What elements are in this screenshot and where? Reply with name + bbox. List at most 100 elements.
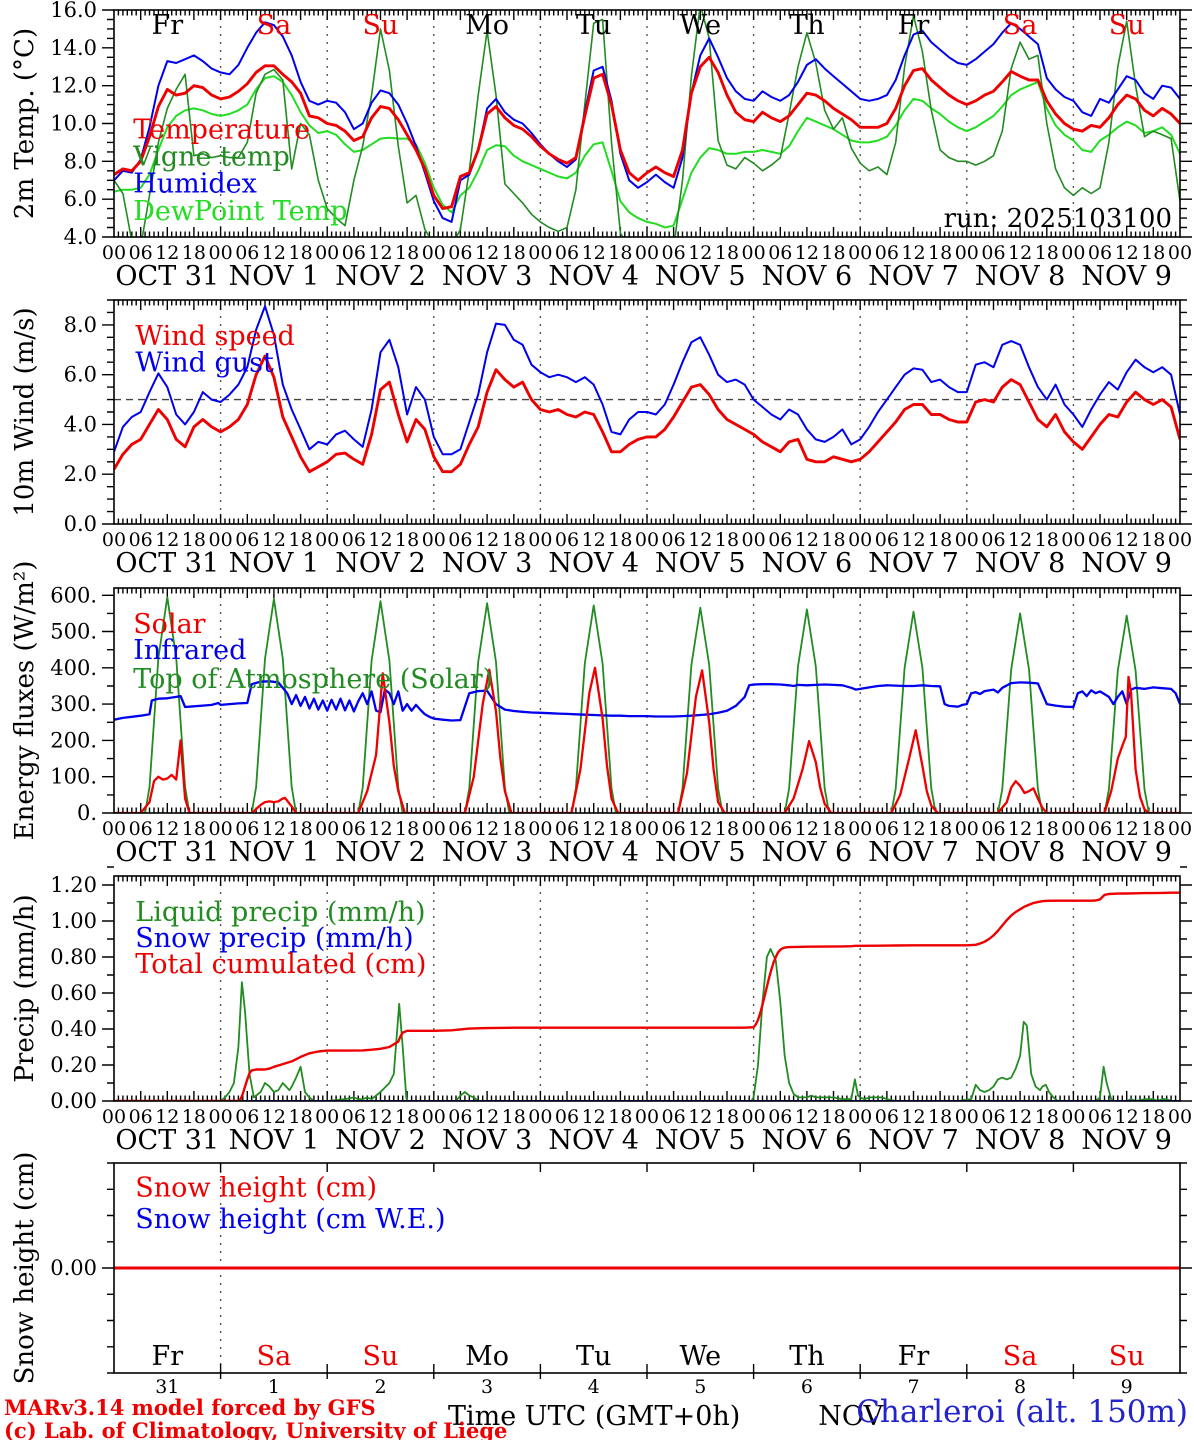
svg-text:18: 18	[395, 529, 419, 551]
svg-text:00: 00	[528, 529, 552, 551]
svg-text:NOV 5: NOV 5	[655, 548, 746, 579]
svg-text:06: 06	[981, 818, 1005, 840]
svg-text:OCT 31: OCT 31	[115, 1125, 219, 1156]
svg-text:00: 00	[1061, 818, 1085, 840]
svg-text:600.: 600.	[50, 583, 97, 607]
svg-text:12: 12	[368, 529, 392, 551]
svg-text:18: 18	[502, 529, 526, 551]
svg-text:18: 18	[1141, 242, 1165, 264]
svg-text:00: 00	[1168, 818, 1192, 840]
svg-text:Mo: Mo	[465, 10, 509, 41]
svg-text:12: 12	[688, 1106, 712, 1128]
svg-text:00: 00	[955, 242, 979, 264]
svg-text:12: 12	[262, 818, 286, 840]
svg-text:NOV 1: NOV 1	[229, 837, 320, 868]
svg-text:18: 18	[821, 242, 845, 264]
series-humidex	[114, 21, 1180, 223]
svg-text:00: 00	[955, 1106, 979, 1128]
svg-text:00: 00	[742, 1106, 766, 1128]
svg-text:NOV 7: NOV 7	[868, 837, 959, 868]
svg-text:06: 06	[235, 529, 259, 551]
svg-text:Su: Su	[1109, 10, 1145, 41]
svg-text:Precip (mm/h): Precip (mm/h)	[10, 894, 40, 1082]
svg-text:12: 12	[1115, 529, 1139, 551]
svg-text:00: 00	[635, 1106, 659, 1128]
svg-text:00: 00	[102, 242, 126, 264]
svg-text:Snow height (cm W.E.): Snow height (cm W.E.)	[135, 1204, 445, 1235]
svg-text:OCT 31: OCT 31	[115, 837, 219, 868]
svg-text:18: 18	[821, 818, 845, 840]
svg-text:06: 06	[875, 529, 899, 551]
svg-text:NOV 9: NOV 9	[1081, 261, 1172, 292]
svg-text:12: 12	[582, 818, 606, 840]
svg-text:06: 06	[448, 818, 472, 840]
svg-text:12: 12	[1008, 529, 1032, 551]
svg-text:Th: Th	[789, 1341, 824, 1372]
svg-text:12: 12	[795, 529, 819, 551]
svg-text:00: 00	[209, 529, 233, 551]
svg-text:06: 06	[768, 1106, 792, 1128]
svg-text:06: 06	[875, 1106, 899, 1128]
svg-text:Fr: Fr	[898, 10, 930, 41]
time-utc-label: Time UTC (GMT+0h)	[448, 1401, 741, 1432]
svg-text:Solar: Solar	[133, 609, 205, 640]
svg-text:06: 06	[555, 529, 579, 551]
svg-text:Infrared: Infrared	[133, 635, 246, 666]
svg-text:Sa: Sa	[1003, 10, 1038, 41]
svg-text:06: 06	[662, 242, 686, 264]
svg-text:18: 18	[1141, 818, 1165, 840]
svg-text:100.: 100.	[50, 765, 97, 789]
svg-text:We: We	[680, 10, 722, 41]
x-axis-title: Time UTC (GMT+0h) NOV	[448, 1401, 883, 1432]
svg-text:06: 06	[129, 529, 153, 551]
svg-text:Total cumulated (cm): Total cumulated (cm)	[135, 949, 426, 980]
svg-text:10m Wind (m/s): 10m Wind (m/s)	[10, 307, 40, 516]
series-temperature	[114, 55, 1180, 211]
svg-text:06: 06	[555, 818, 579, 840]
svg-text:NOV 5: NOV 5	[655, 837, 746, 868]
svg-text:06: 06	[981, 242, 1005, 264]
svg-text:NOV 3: NOV 3	[442, 548, 533, 579]
svg-text:18: 18	[1141, 1106, 1165, 1128]
svg-text:06: 06	[1088, 242, 1112, 264]
svg-text:2: 2	[374, 1376, 386, 1396]
svg-text:0.0: 0.0	[64, 512, 97, 536]
svg-text:06: 06	[981, 1106, 1005, 1128]
svg-text:4.0: 4.0	[64, 412, 97, 436]
svg-text:12: 12	[688, 529, 712, 551]
panel-energy: 0. 100. 200. 300. 400. 500. 600. Energy fluxes …	[10, 561, 1192, 868]
svg-text:12: 12	[155, 529, 179, 551]
svg-text:Su: Su	[363, 1341, 399, 1372]
svg-text:00: 00	[315, 1106, 339, 1128]
svg-text:16.0: 16.0	[50, 0, 97, 22]
svg-text:06: 06	[129, 242, 153, 264]
svg-text:12: 12	[262, 1106, 286, 1128]
series-vigne-temp	[114, 10, 1180, 237]
svg-text:06: 06	[555, 242, 579, 264]
svg-text:1.00: 1.00	[50, 909, 97, 933]
svg-text:Fr: Fr	[898, 1341, 930, 1372]
svg-text:18: 18	[395, 818, 419, 840]
series-liquid-precip	[114, 948, 1180, 1101]
svg-text:00: 00	[102, 1106, 126, 1128]
svg-text:12: 12	[1008, 818, 1032, 840]
svg-text:Wind speed: Wind speed	[135, 321, 295, 352]
svg-text:12: 12	[582, 529, 606, 551]
svg-text:00: 00	[955, 818, 979, 840]
svg-text:NOV 1: NOV 1	[229, 1125, 320, 1156]
series-top-of-atmosphere-solar-	[114, 596, 1180, 813]
svg-text:18: 18	[289, 1106, 313, 1128]
svg-text:12: 12	[582, 242, 606, 264]
svg-text:00: 00	[848, 1106, 872, 1128]
svg-text:12: 12	[262, 242, 286, 264]
svg-text:12: 12	[901, 1106, 925, 1128]
svg-text:12: 12	[262, 529, 286, 551]
svg-text:18: 18	[289, 818, 313, 840]
svg-text:DewPoint Temp: DewPoint Temp	[133, 196, 347, 227]
svg-text:18: 18	[608, 529, 632, 551]
svg-text:NOV 7: NOV 7	[868, 1125, 959, 1156]
svg-text:NOV 8: NOV 8	[975, 837, 1066, 868]
svg-text:NOV 2: NOV 2	[335, 1125, 426, 1156]
svg-text:Liquid precip (mm/h): Liquid precip (mm/h)	[135, 897, 425, 928]
svg-text:NOV 6: NOV 6	[762, 837, 853, 868]
